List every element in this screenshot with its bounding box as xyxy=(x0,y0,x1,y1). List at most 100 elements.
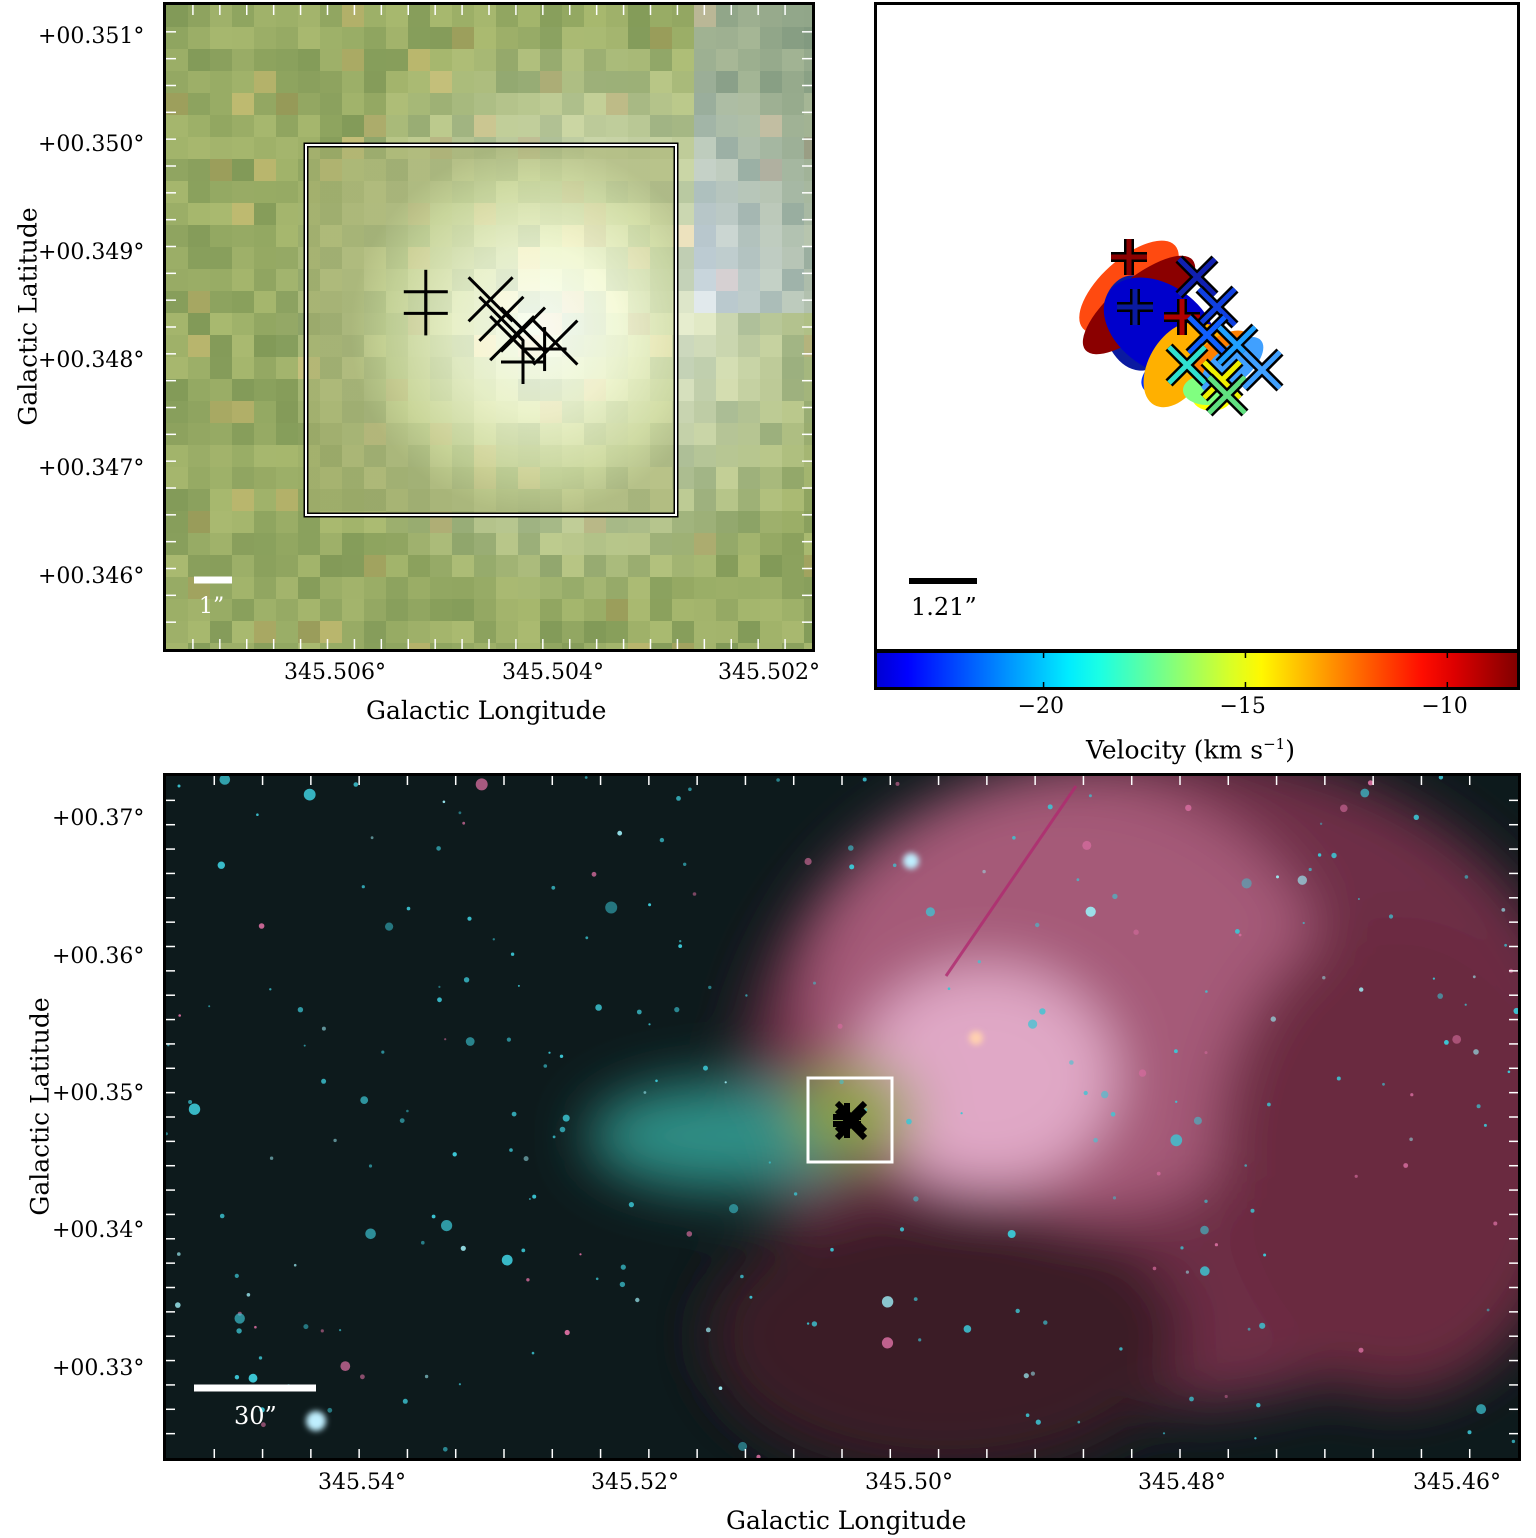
image-pixel xyxy=(342,555,364,577)
ytick-label: +00.347° xyxy=(38,456,145,481)
image-pixel xyxy=(760,401,782,423)
image-pixel xyxy=(760,489,782,511)
star xyxy=(293,1263,297,1267)
image-pixel xyxy=(584,621,606,643)
star xyxy=(1043,1320,1048,1325)
star xyxy=(269,988,272,991)
image-pixel xyxy=(518,643,540,649)
star xyxy=(636,1009,642,1015)
star xyxy=(1214,1243,1218,1247)
image-pixel xyxy=(254,599,276,621)
star xyxy=(543,1064,548,1068)
image-pixel xyxy=(804,137,812,159)
image-pixel xyxy=(760,577,782,599)
image-pixel xyxy=(496,5,518,27)
image-pixel xyxy=(430,555,452,577)
star xyxy=(381,1050,385,1054)
star xyxy=(1263,1253,1267,1257)
image-pixel xyxy=(804,181,812,203)
image-pixel xyxy=(210,291,232,313)
image-pixel xyxy=(254,467,276,489)
image-pixel xyxy=(474,621,496,643)
image-pixel xyxy=(716,181,738,203)
image-pixel xyxy=(760,27,782,49)
image-pixel xyxy=(254,489,276,511)
image-pixel xyxy=(738,27,760,49)
image-pixel xyxy=(584,115,606,137)
image-pixel xyxy=(584,555,606,577)
image-pixel xyxy=(452,49,474,71)
image-pixel xyxy=(584,71,606,93)
image-pixel xyxy=(232,401,254,423)
star xyxy=(1112,1196,1117,1200)
image-pixel xyxy=(562,599,584,621)
image-pixel xyxy=(210,269,232,291)
star xyxy=(881,1296,894,1308)
image-pixel xyxy=(298,621,320,643)
image-pixel xyxy=(188,181,210,203)
image-pixel xyxy=(804,225,812,247)
x-axis-title: Galactic Longitude xyxy=(366,696,607,725)
image-pixel xyxy=(694,225,716,247)
image-pixel xyxy=(210,555,232,577)
image-pixel xyxy=(562,621,584,643)
image-pixel xyxy=(738,225,760,247)
image-pixel xyxy=(254,291,276,313)
image-pixel xyxy=(474,71,496,93)
image-pixel xyxy=(408,49,430,71)
image-pixel xyxy=(254,335,276,357)
image-pixel xyxy=(232,335,254,357)
image-pixel xyxy=(694,467,716,489)
image-pixel xyxy=(254,269,276,291)
star xyxy=(1438,776,1444,780)
star xyxy=(1047,804,1053,810)
star xyxy=(1513,1007,1518,1015)
image-pixel xyxy=(584,643,606,649)
image-pixel xyxy=(210,467,232,489)
maser-spot-marker xyxy=(1175,255,1219,299)
image-pixel xyxy=(738,643,760,649)
image-pixel xyxy=(210,313,232,335)
star xyxy=(217,861,225,869)
image-pixel xyxy=(650,71,672,93)
star xyxy=(1413,814,1420,820)
image-pixel xyxy=(518,71,540,93)
star xyxy=(452,1152,457,1157)
star xyxy=(595,1004,602,1011)
image-pixel xyxy=(320,49,342,71)
image-pixel xyxy=(166,467,188,489)
image-pixel xyxy=(320,599,342,621)
star xyxy=(1276,875,1279,879)
image-pixel xyxy=(694,357,716,379)
image-pixel xyxy=(210,71,232,93)
image-pixel xyxy=(628,643,650,649)
image-pixel xyxy=(606,555,628,577)
image-pixel xyxy=(342,533,364,555)
image-pixel xyxy=(166,93,188,115)
image-pixel xyxy=(518,577,540,599)
image-pixel xyxy=(782,643,804,649)
image-pixel xyxy=(716,423,738,445)
image-pixel xyxy=(804,357,812,379)
image-pixel xyxy=(518,49,540,71)
image-pixel xyxy=(320,621,342,643)
image-pixel xyxy=(606,115,628,137)
star xyxy=(548,1051,551,1054)
image-pixel xyxy=(166,49,188,71)
image-pixel xyxy=(232,49,254,71)
image-pixel xyxy=(804,335,812,357)
star xyxy=(1270,1016,1277,1022)
image-pixel xyxy=(474,93,496,115)
image-pixel xyxy=(430,71,452,93)
image-pixel xyxy=(694,445,716,467)
star xyxy=(475,778,488,791)
xtick-label: 345.504° xyxy=(502,660,604,685)
xtick-label: 345.54° xyxy=(318,1470,406,1495)
star xyxy=(977,960,981,964)
colorbar-title-close: ) xyxy=(1285,735,1295,765)
star xyxy=(506,1037,511,1042)
star xyxy=(256,813,259,816)
image-pixel xyxy=(210,203,232,225)
image-pixel xyxy=(540,533,562,555)
image-pixel xyxy=(430,5,452,27)
